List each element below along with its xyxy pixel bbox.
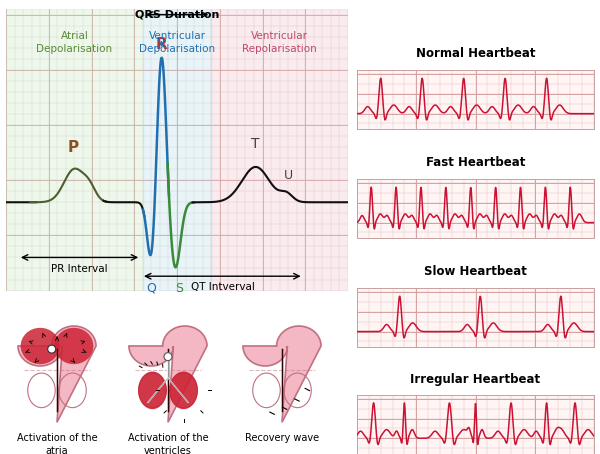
Text: T: T — [251, 138, 260, 152]
Text: P: P — [67, 140, 78, 155]
Text: S: S — [175, 282, 183, 295]
Bar — [143, 9, 211, 291]
Text: Recovery wave: Recovery wave — [245, 433, 319, 443]
Text: Slow Heartbeat: Slow Heartbeat — [424, 265, 527, 277]
Ellipse shape — [55, 328, 94, 364]
Text: Irregular Heartbeat: Irregular Heartbeat — [410, 374, 541, 386]
Text: Q: Q — [146, 282, 156, 295]
Bar — [6, 9, 143, 291]
Polygon shape — [129, 326, 207, 422]
Circle shape — [47, 345, 56, 353]
Bar — [211, 9, 348, 291]
Text: Ventricular
Depolarisation: Ventricular Depolarisation — [139, 31, 215, 54]
Text: Normal Heartbeat: Normal Heartbeat — [416, 47, 535, 59]
Text: Fast Heartbeat: Fast Heartbeat — [426, 156, 525, 168]
Text: U: U — [284, 169, 293, 183]
Text: PR Interval: PR Interval — [51, 264, 108, 274]
Text: QT Intverval: QT Intverval — [191, 282, 255, 292]
Text: Ventricular
Repolarisation: Ventricular Repolarisation — [242, 31, 317, 54]
Ellipse shape — [20, 328, 59, 364]
Text: R: R — [156, 37, 167, 52]
Polygon shape — [18, 326, 96, 422]
Circle shape — [164, 353, 172, 360]
Text: QRS Duration: QRS Duration — [135, 10, 219, 20]
Polygon shape — [243, 326, 321, 422]
Ellipse shape — [169, 371, 198, 409]
Ellipse shape — [138, 371, 167, 409]
Text: Activation of the
atria: Activation of the atria — [17, 433, 97, 454]
Text: Activation of the
ventricles: Activation of the ventricles — [128, 433, 208, 454]
Text: Atrial
Depolarisation: Atrial Depolarisation — [37, 31, 112, 54]
